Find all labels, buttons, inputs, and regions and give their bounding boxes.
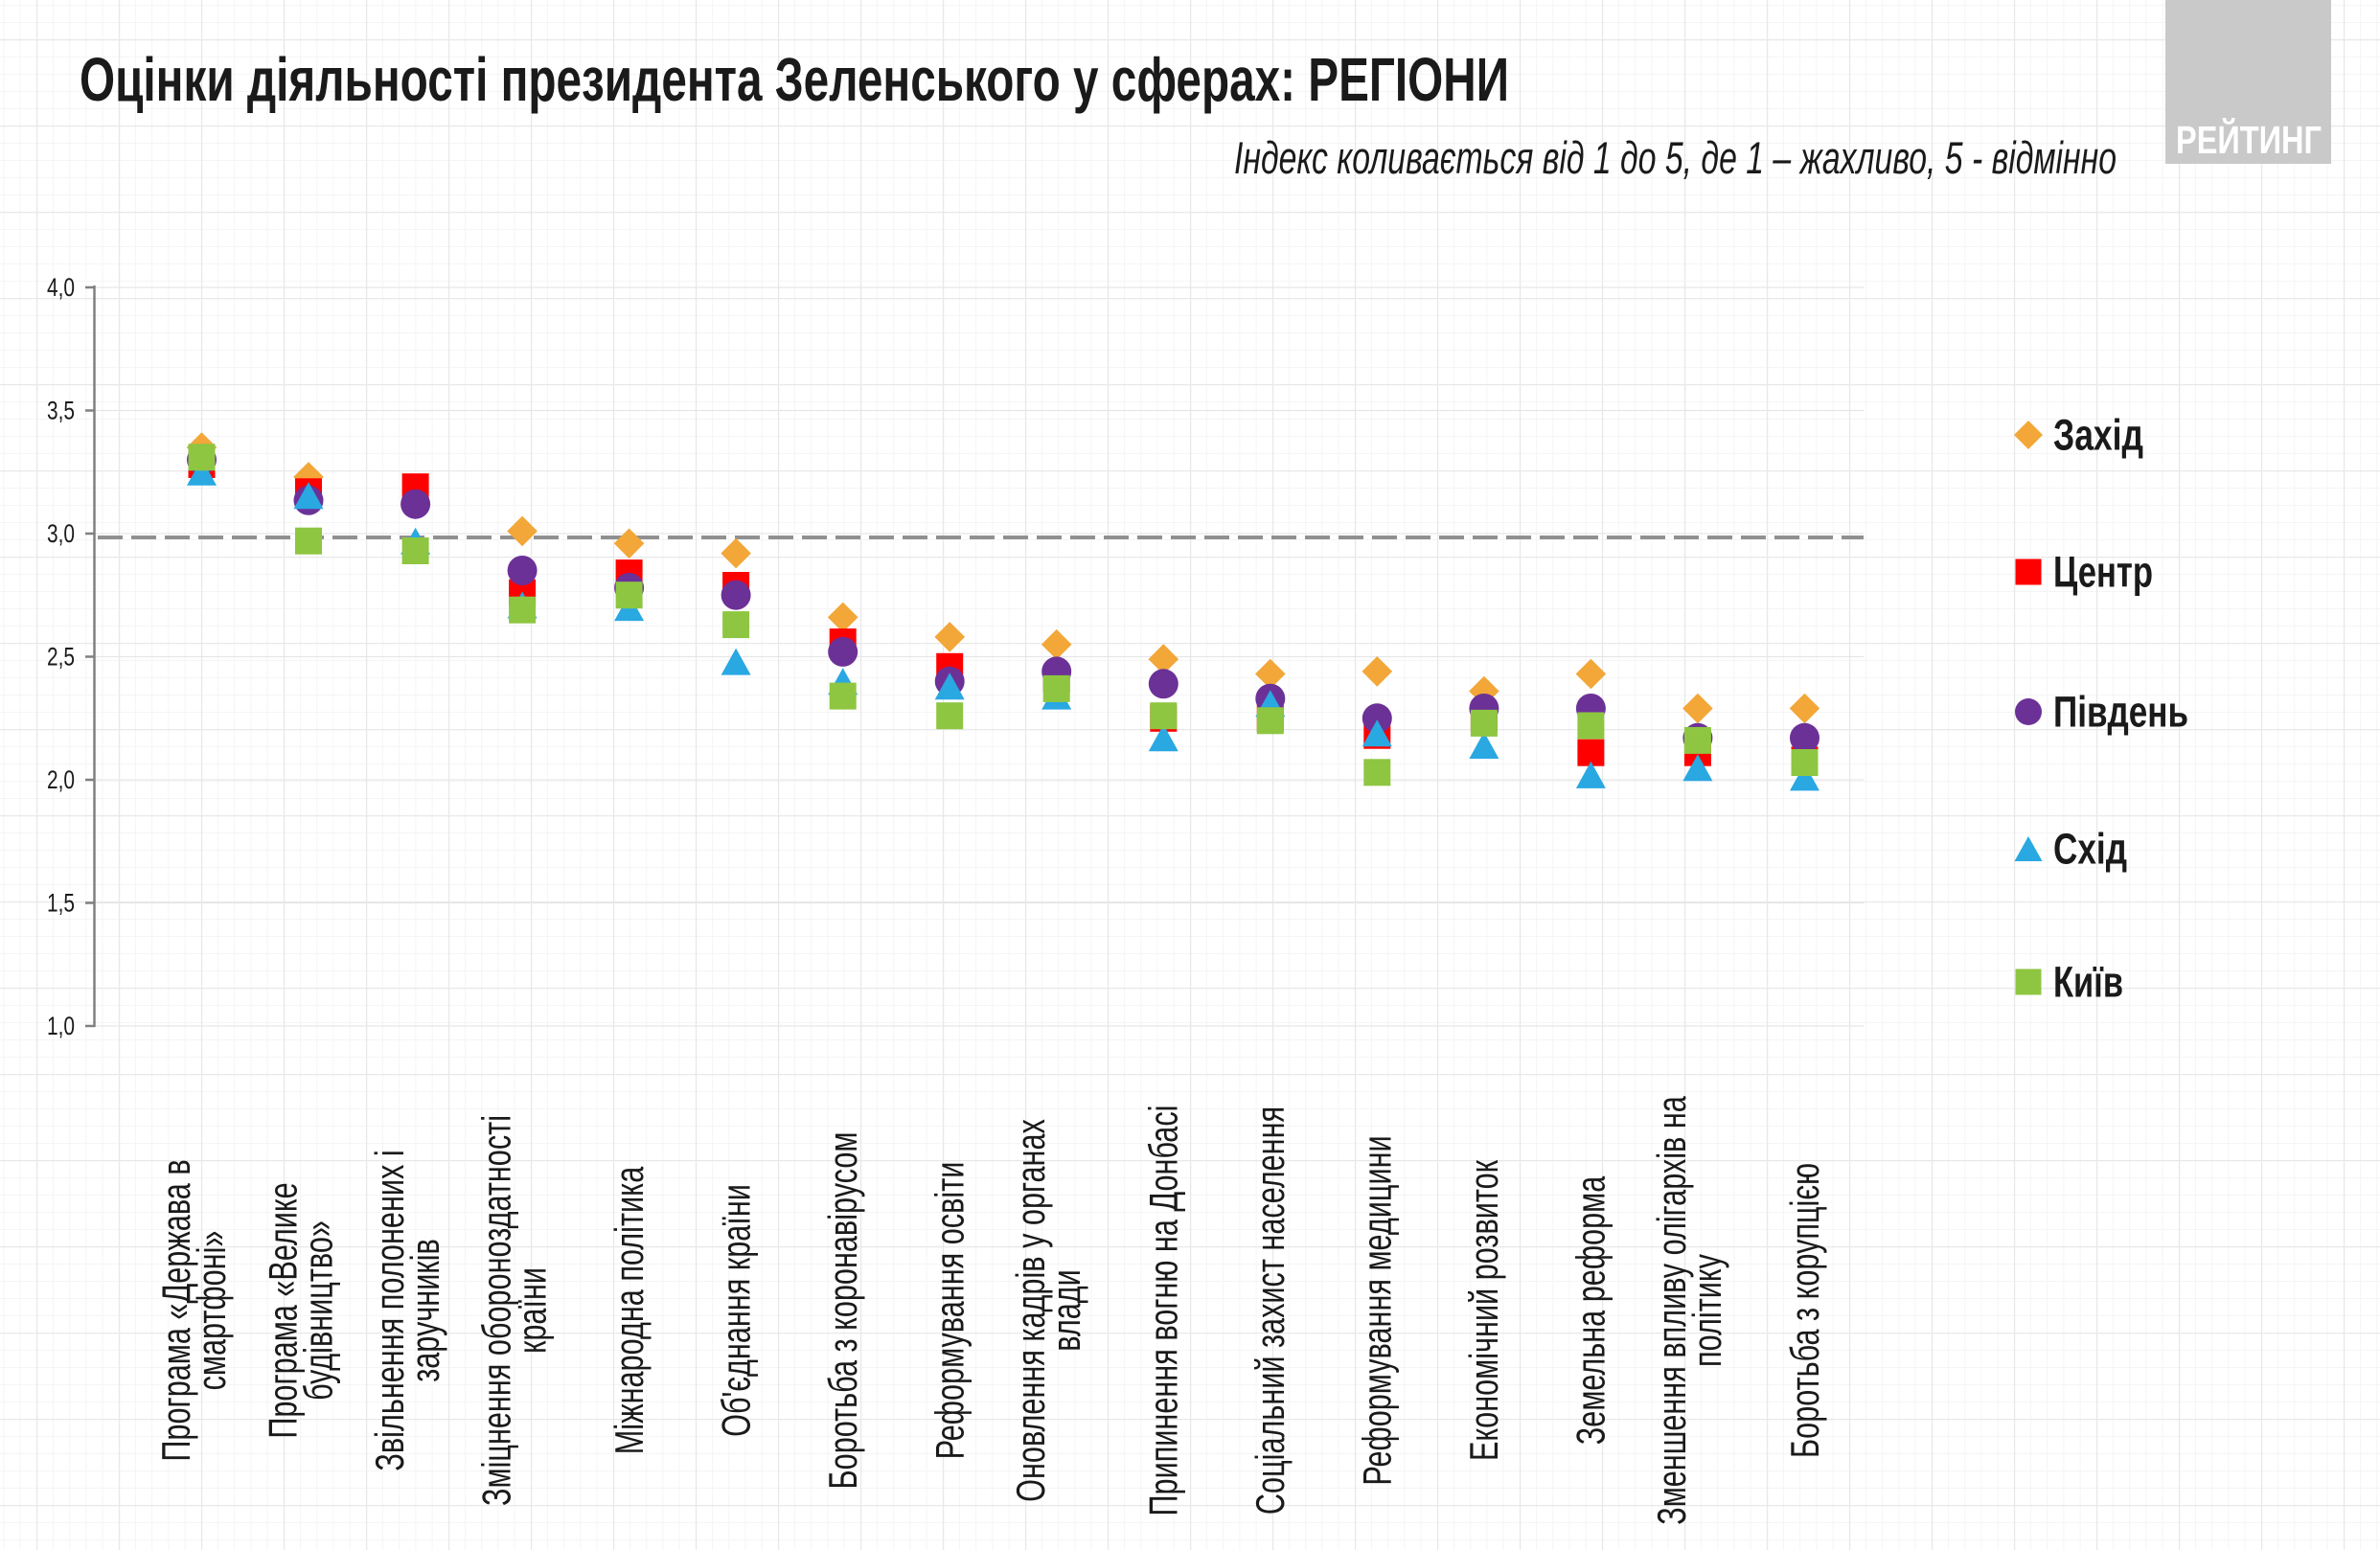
svg-text:1,5: 1,5 — [47, 889, 75, 918]
svg-text:Оцінки діяльності президента З: Оцінки діяльності президента Зеленського… — [80, 45, 1509, 114]
svg-text:Об'єднання країни: Об'єднання країни — [714, 1184, 759, 1437]
svg-text:Реформування освіти: Реформування освіти — [927, 1162, 973, 1460]
svg-text:4,0: 4,0 — [47, 273, 75, 302]
svg-text:Захід: Захід — [2053, 411, 2143, 460]
svg-text:Боротьба з корупцією: Боротьба з корупцією — [1782, 1163, 1827, 1458]
svg-text:Центр: Центр — [2053, 548, 2153, 597]
svg-text:Київ: Київ — [2053, 958, 2123, 1007]
svg-text:Схід: Схід — [2053, 825, 2127, 874]
svg-text:Міжнародна політика: Міжнародна політика — [606, 1166, 652, 1454]
svg-text:смартфоні»: смартфоні» — [189, 1231, 234, 1391]
svg-text:2,0: 2,0 — [47, 765, 75, 794]
svg-text:влади: влади — [1043, 1269, 1088, 1352]
svg-text:Звільнення полонених і: Звільнення полонених і — [367, 1150, 412, 1470]
svg-text:Індекс коливається від 1 до 5,: Індекс коливається від 1 до 5, де 1 – жа… — [1234, 132, 2117, 183]
svg-text:країни: країни — [510, 1267, 555, 1354]
svg-text:3,0: 3,0 — [47, 519, 75, 548]
svg-text:Припинення вогню на Донбасі: Припинення вогню на Донбасі — [1141, 1106, 1186, 1516]
svg-text:1,0: 1,0 — [47, 1012, 75, 1040]
svg-text:заручників: заручників — [402, 1239, 447, 1382]
svg-text:Реформування медицини: Реформування медицини — [1355, 1135, 1400, 1485]
svg-text:Боротьба з коронавірусом: Боротьба з коронавірусом — [820, 1132, 865, 1490]
svg-text:2,5: 2,5 — [47, 643, 75, 672]
svg-text:Оновлення кадрів у органах: Оновлення кадрів у органах — [1008, 1119, 1053, 1502]
svg-text:Програма «Велике: Програма «Велике — [261, 1182, 306, 1438]
svg-text:Економічний розвиток: Економічний розвиток — [1461, 1159, 1506, 1461]
svg-text:політику: політику — [1684, 1254, 1729, 1367]
svg-text:Зменшення впливу олігархів на: Зменшення впливу олігархів на — [1649, 1096, 1694, 1525]
svg-text:Земельна реформа: Земельна реформа — [1568, 1175, 1613, 1445]
svg-text:Програма «Держава в: Програма «Держава в — [153, 1159, 198, 1461]
svg-text:Південь: Південь — [2053, 688, 2188, 737]
svg-text:Соціальний захист населення: Соціальний захист населення — [1247, 1106, 1293, 1515]
svg-text:будівництво»: будівництво» — [296, 1220, 341, 1401]
svg-text:РЕЙТИНГ: РЕЙТИНГ — [2176, 118, 2322, 162]
svg-text:Зміцнення обороноздатності: Зміцнення обороноздатності — [474, 1115, 519, 1506]
svg-text:3,5: 3,5 — [47, 397, 75, 425]
